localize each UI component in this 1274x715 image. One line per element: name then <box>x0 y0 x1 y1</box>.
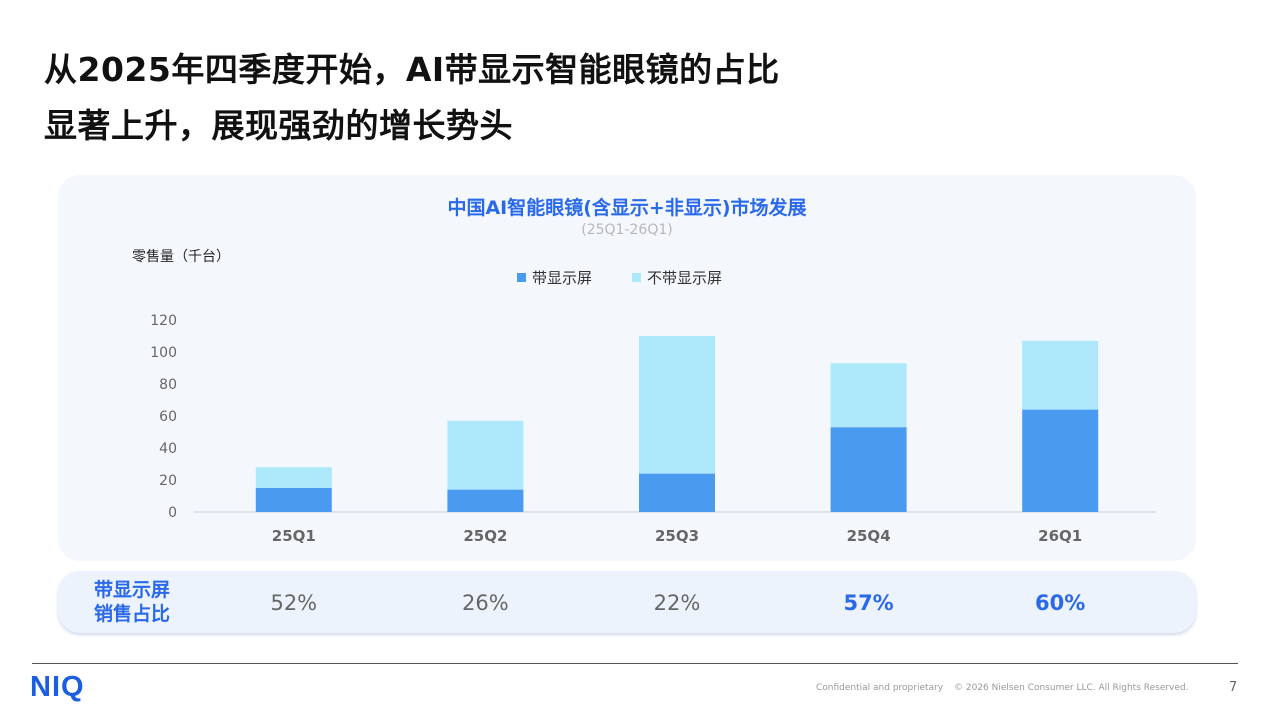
chart-title: 中国AI智能眼镜(含显示+非显示)市场发展 <box>447 197 807 219</box>
headline-line-2: 显著上升，展现强劲的增长势头 <box>44 106 513 145</box>
y-tick-label: 40 <box>159 441 177 457</box>
legend: 带显示屏 不带显示屏 <box>517 267 722 288</box>
legend-label-display: 带显示屏 <box>532 269 593 287</box>
footer-confidential: Confidential and proprietary <box>816 683 944 693</box>
display-share-row: 带显示屏 销售占比 52% 26% 22% 57% 60% <box>58 571 1196 633</box>
bar-segment-no-display <box>1022 340 1099 410</box>
footer-copyright: © 2026 Nielsen Consumer LLC. All Rights … <box>954 683 1189 693</box>
bar-segment-display <box>830 427 907 512</box>
share-value: 52% <box>270 591 318 615</box>
bar-segment-display <box>639 473 715 512</box>
bar-segment-display <box>1022 409 1099 512</box>
footer-divider <box>32 663 1238 664</box>
niq-logo: NIQ <box>30 671 85 703</box>
y-tick-label: 60 <box>159 409 177 425</box>
legend-item-display: 带显示屏 <box>517 267 592 288</box>
legend-swatch-display <box>517 273 526 282</box>
legend-label-no-display: 不带显示屏 <box>647 269 723 287</box>
bar-segment-display <box>255 488 332 512</box>
headline-line-1: 从2025年四季度开始，AI带显示智能眼镜的占比 <box>44 50 780 89</box>
x-tick-label: 25Q1 <box>272 527 316 545</box>
bar-segment-no-display <box>447 420 524 490</box>
bar-segment-no-display <box>830 363 907 428</box>
headline: 从2025年四季度开始，AI带显示智能眼镜的占比 显著上升，展现强劲的增长势头 <box>44 42 780 154</box>
x-tick-label: 25Q3 <box>655 527 699 545</box>
share-label-line-2: 销售占比 <box>94 603 171 625</box>
y-tick-label: 120 <box>150 313 177 329</box>
bar-plot: 0 20 40 60 80 100 120 25Q1 25Q2 25Q3 25Q4 26Q1 <box>150 313 1156 545</box>
bar-segment-no-display <box>639 336 715 474</box>
y-tick-label: 0 <box>168 505 177 521</box>
page-number: 7 <box>1229 680 1238 695</box>
x-tick-label: 25Q4 <box>847 527 891 545</box>
share-value: 60% <box>1035 591 1086 615</box>
x-tick-label: 25Q2 <box>463 527 507 545</box>
bar-segment-display <box>447 489 524 512</box>
share-label: 带显示屏 销售占比 <box>94 578 170 626</box>
bar-segment-no-display <box>255 467 332 488</box>
legend-item-no-display: 不带显示屏 <box>632 267 722 288</box>
share-value: 22% <box>653 591 701 615</box>
y-tick-label: 20 <box>159 473 177 489</box>
legend-swatch-no-display <box>632 273 642 282</box>
chart-subtitle: (25Q1-26Q1) <box>581 222 673 238</box>
y-tick-label: 100 <box>150 345 177 361</box>
share-label-line-1: 带显示屏 <box>94 579 171 601</box>
share-value: 26% <box>462 591 509 615</box>
share-value: 57% <box>843 591 894 615</box>
y-tick-label: 80 <box>159 377 177 393</box>
chart-card: 中国AI智能眼镜(含显示+非显示)市场发展 (25Q1-26Q1) 零售量（千台… <box>58 175 1196 561</box>
y-axis-label: 零售量（千台） <box>132 249 230 265</box>
x-tick-label: 26Q1 <box>1038 527 1082 545</box>
